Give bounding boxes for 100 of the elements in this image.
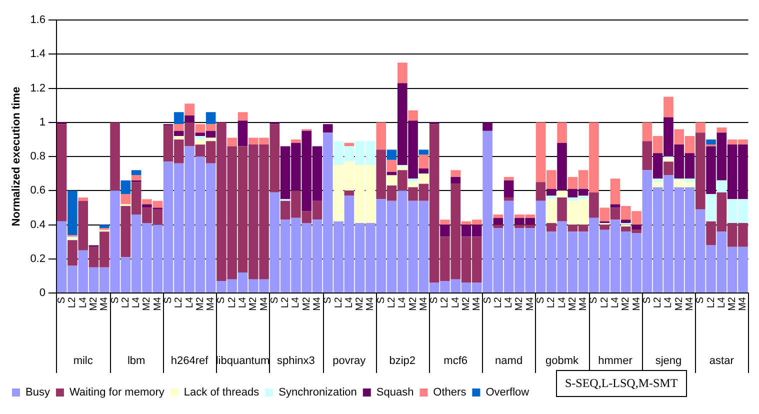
x-tick-label: M4 — [418, 296, 430, 311]
x-tick-label: S — [269, 296, 280, 304]
x-tick-label: L4 — [556, 296, 568, 308]
bar — [110, 122, 120, 191]
legend-label: Waiting for memory — [69, 386, 165, 399]
x-tick-label: L2 — [706, 296, 717, 308]
x-tick-label: L2 — [333, 296, 344, 308]
bar — [78, 197, 88, 201]
x-tick-label: M2 — [88, 296, 100, 311]
x-tick-label: M2 — [142, 296, 153, 311]
bar — [174, 124, 184, 131]
bar — [632, 224, 642, 230]
text: milc — [73, 355, 94, 368]
y-tick-label: 1.4 — [30, 48, 46, 60]
x-tick-label: L2 — [226, 296, 238, 308]
x-tick-label: L2 — [599, 296, 610, 308]
bar — [386, 150, 397, 160]
text: sphinx3 — [276, 355, 315, 368]
x-tick-label: L4 — [397, 296, 408, 308]
bar — [131, 170, 142, 176]
x-tick-label: M2 — [460, 296, 472, 311]
y-tick-label: 0.2 — [30, 252, 46, 265]
bar — [546, 196, 556, 200]
text: hmmer — [598, 355, 633, 368]
x-tick-label: L2 — [652, 296, 664, 308]
bar — [695, 132, 706, 210]
bar — [99, 224, 110, 228]
x-tick-label: L4 — [290, 296, 302, 308]
y-tick-label: 0 — [39, 287, 46, 300]
x-tick-label: L4 — [504, 296, 515, 308]
x-tick-label: L4 — [450, 296, 462, 308]
text: h264ref — [170, 355, 210, 368]
bar — [695, 122, 706, 133]
bar — [493, 218, 504, 225]
x-tick-label: L4 — [131, 296, 142, 308]
legend-label: Overflow — [486, 386, 530, 399]
bar — [184, 116, 194, 122]
bar — [620, 220, 631, 224]
bar — [706, 139, 716, 145]
bar — [120, 180, 131, 194]
legend-label: Synchronization — [278, 386, 357, 399]
bar — [450, 176, 460, 184]
bar — [397, 62, 408, 84]
x-tick-label: M2 — [674, 296, 685, 311]
text: gobmk — [546, 355, 580, 368]
x-tick-label: M2 — [567, 296, 578, 311]
x-tick-label: S — [216, 296, 228, 304]
bar — [418, 150, 429, 155]
x-tick-label: S — [695, 296, 706, 304]
x-tick-label: S — [642, 296, 653, 304]
bar — [408, 178, 418, 182]
bar — [716, 127, 727, 133]
bar — [664, 158, 674, 162]
text: povray — [332, 355, 366, 368]
x-tick-label: M2 — [301, 296, 312, 311]
y-tick-label: 1 — [39, 116, 46, 128]
bar — [238, 112, 248, 121]
x-tick-label: S — [535, 296, 546, 304]
bar — [706, 194, 716, 222]
y-tick-label: 1.2 — [30, 82, 46, 94]
bar — [610, 178, 620, 204]
bar — [652, 182, 663, 188]
text: libquantum — [216, 355, 270, 368]
bar — [610, 208, 620, 220]
x-tick-label: L2 — [174, 296, 185, 308]
bar — [386, 172, 397, 176]
legend-label: Busy — [26, 386, 50, 399]
bar — [664, 162, 674, 176]
bar — [440, 224, 450, 237]
bar — [397, 166, 408, 170]
bar — [291, 139, 301, 143]
bar — [546, 223, 556, 232]
bar — [206, 112, 216, 124]
bar — [174, 112, 184, 124]
x-tick-label: M4 — [152, 296, 164, 311]
y-tick-label: 0.4 — [30, 218, 46, 231]
x-tick-label: M4 — [312, 296, 323, 311]
bar — [142, 204, 152, 208]
bar — [238, 120, 248, 146]
x-tick-label: M2 — [248, 296, 260, 311]
x-tick-label: L4 — [663, 296, 674, 308]
x-tick-label: S — [429, 296, 440, 304]
bar — [174, 136, 184, 140]
x-tick-label: L4 — [344, 296, 355, 308]
x-tick-label: M4 — [738, 296, 749, 311]
x-tick-label: L2 — [120, 296, 132, 308]
x-tick-label: M2 — [354, 296, 366, 311]
x-tick-label: S — [482, 296, 494, 304]
text: namd — [495, 355, 523, 368]
bar — [184, 104, 194, 116]
x-tick-label: M4 — [578, 296, 590, 311]
text: mcf6 — [444, 355, 468, 368]
legend-label: Others — [433, 386, 467, 399]
x-tick-label: M4 — [524, 296, 536, 311]
bar — [322, 124, 333, 133]
bar — [56, 124, 67, 222]
x-tick-label: L4 — [716, 296, 728, 308]
bar — [195, 136, 206, 140]
bar — [450, 170, 460, 177]
bar — [652, 178, 663, 182]
